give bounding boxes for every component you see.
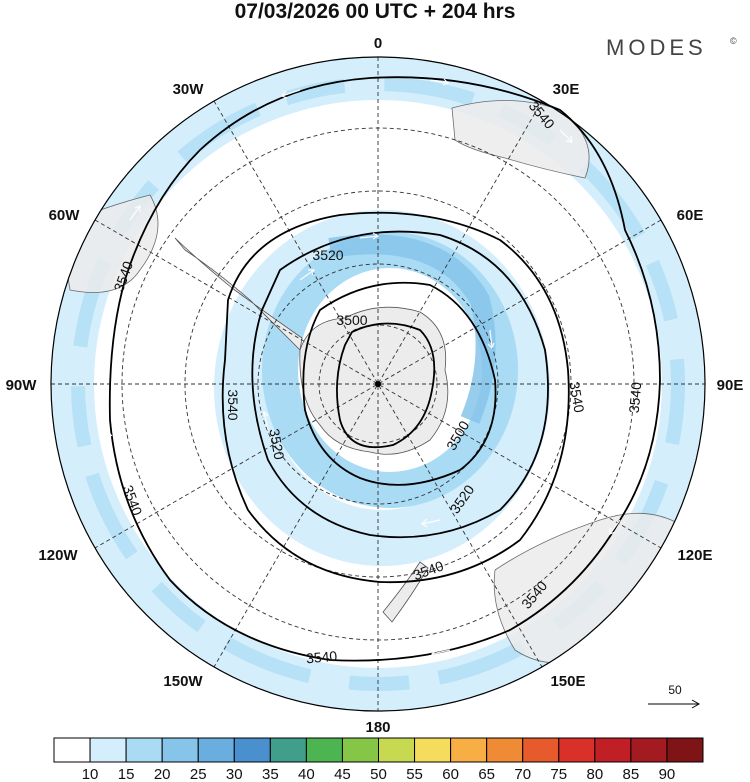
colorbar-swatch [414, 737, 452, 763]
colorbar-swatch [269, 737, 307, 763]
colorbar-swatch [89, 737, 127, 763]
lon-label-120w: 120W [38, 547, 78, 564]
africa [451, 100, 590, 179]
lon-label-180: 180 [365, 719, 390, 736]
reference-vector: 50 [648, 683, 701, 709]
reference-vector-label: 50 [668, 683, 682, 697]
registered-mark: © [730, 36, 737, 46]
lon-label-150w: 150W [163, 673, 203, 690]
colorbar-tick-label: 65 [478, 766, 495, 782]
colorbar-tick-label: 10 [82, 766, 99, 782]
contour-3500 [302, 281, 497, 486]
colorbar-tick-label: 25 [190, 766, 207, 782]
wind-vectors [105, 78, 645, 658]
colorbar-swatch [305, 737, 343, 763]
modes-logo: MODES [606, 35, 707, 60]
colorbar-tick-label: 60 [442, 766, 459, 782]
antarctica [299, 306, 449, 455]
lon-label-30w: 30W [173, 81, 205, 98]
colorbar-swatch [341, 737, 380, 763]
colorbar-tick-label: 85 [623, 766, 640, 782]
map-title: 07/03/2026 00 UTC + 204 hrs [235, 0, 516, 23]
contour-label: 3540 [566, 380, 587, 414]
colorbar-swatch [486, 737, 524, 763]
colorbar-tick-label: 75 [550, 766, 567, 782]
colorbar-swatch [558, 737, 596, 763]
colorbar-swatch [522, 737, 560, 763]
lon-label-120e: 120E [677, 547, 712, 564]
lon-label-60e: 60E [677, 207, 704, 224]
colorbar-tick-label: 80 [586, 766, 603, 782]
colorbar-tick-label: 15 [118, 766, 135, 782]
colorbar-swatch [378, 737, 416, 763]
colorbar-swatch [161, 737, 199, 763]
contour-label: 3540 [305, 648, 338, 667]
colorbar-swatch [450, 737, 488, 763]
lon-label-90w: 90W [6, 377, 38, 394]
new-zealand [382, 561, 429, 623]
colorbar: 10 15 20 25 30 35 40 45 50 55 60 65 70 75 80 85 90 [53, 737, 704, 782]
contour-3500-inner [336, 322, 436, 449]
colorbar-tick-label: 70 [514, 766, 531, 782]
lon-label-90e: 90E [717, 377, 744, 394]
lon-label-30e: 30E [553, 81, 580, 98]
contour-label: 3500 [336, 312, 367, 328]
contour-label: 3540 [225, 389, 241, 420]
contour-label: 3520 [266, 427, 287, 461]
meridians [51, 57, 705, 711]
polar-map [50, 56, 706, 712]
colorbar-swatch [233, 737, 271, 763]
colorbar-tick-label: 90 [659, 766, 676, 782]
colorbar-tick-label: 50 [370, 766, 387, 782]
wind-band-jet-max [328, 234, 496, 424]
colorbar-tick-label: 35 [262, 766, 279, 782]
lon-label-150e: 150E [550, 673, 585, 690]
colorbar-tick-label: 45 [334, 766, 351, 782]
contour-3540 [108, 76, 661, 662]
colorbar-swatch [125, 737, 163, 763]
colorbar-tick-label: 40 [298, 766, 315, 782]
contour-3520-outer [221, 211, 570, 584]
colorbar-tick-label: 30 [226, 766, 243, 782]
colorbar-swatch [53, 737, 91, 763]
colorbar-tick-label: 55 [406, 766, 423, 782]
colorbar-swatch [666, 737, 704, 763]
lon-label-0: 0 [374, 35, 382, 52]
longitude-labels: 0 30E 60E 90E 120E 150E 180 150W 120W 90… [6, 35, 744, 736]
colorbar-swatch [197, 737, 235, 763]
colorbar-tick-label: 20 [154, 766, 171, 782]
contour-label: 3540 [626, 381, 645, 414]
antarctic-peninsula [174, 237, 303, 351]
contour-label: 3520 [312, 247, 343, 263]
colorbar-swatch [630, 737, 668, 763]
colorbar-swatch [594, 737, 632, 763]
map-boundary [50, 56, 706, 712]
contour-3520 [251, 230, 549, 539]
height-contours [108, 76, 661, 662]
south-pole-marker [375, 381, 381, 387]
lon-label-60w: 60W [49, 207, 81, 224]
